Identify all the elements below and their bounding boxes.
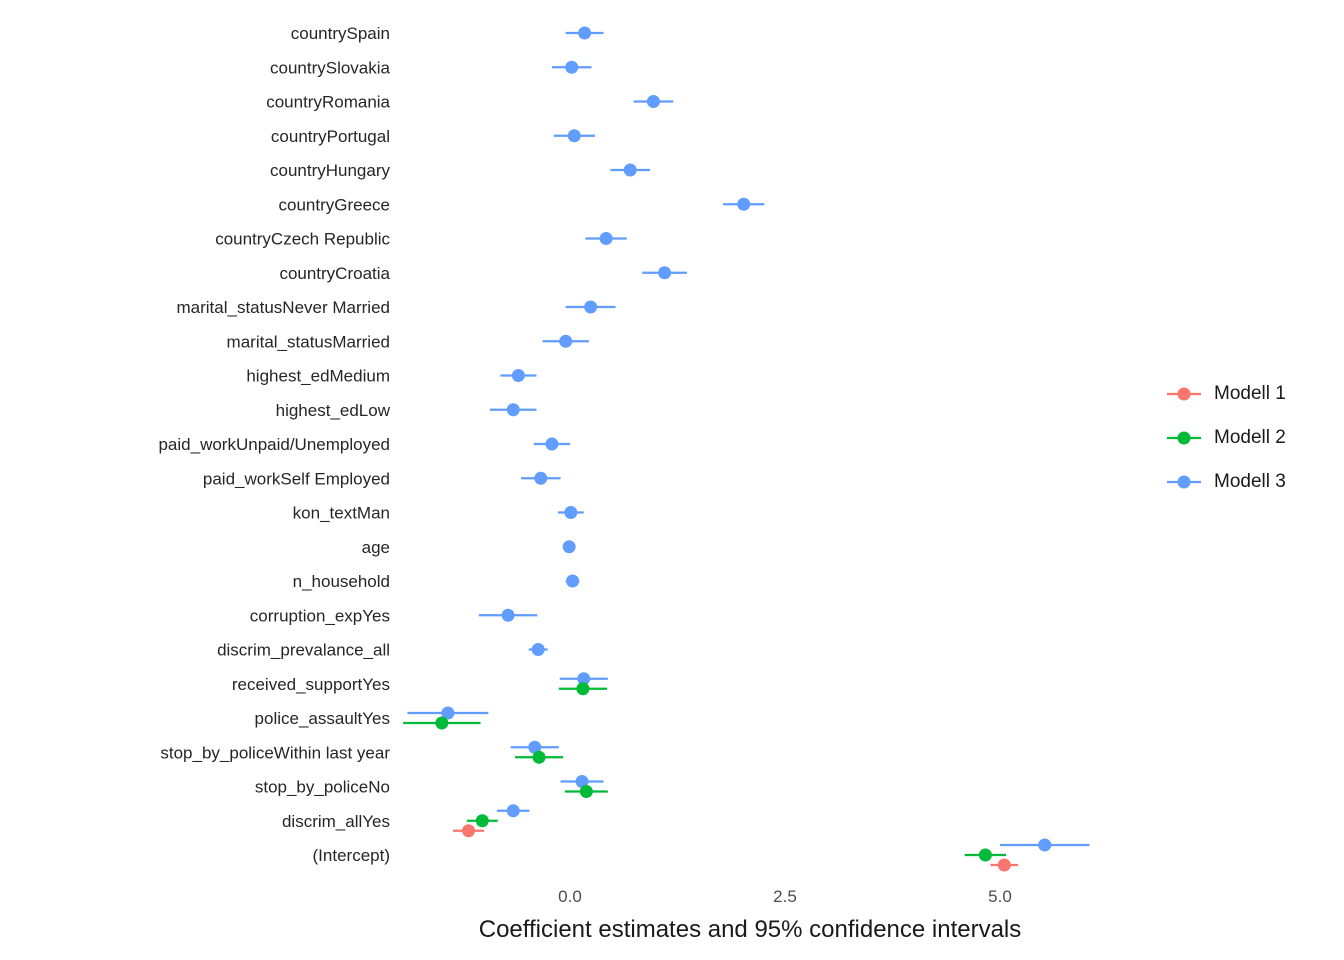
y-axis-label: received_supportYes (232, 675, 390, 694)
y-axis-label: countryCzech Republic (215, 230, 390, 249)
estimate-dot (997, 858, 1011, 872)
estimate-dot (584, 300, 598, 314)
estimate-dot (528, 740, 542, 754)
legend-item: Modell 1 (1163, 383, 1286, 405)
x-tick-label: 0.0 (558, 887, 582, 906)
estimate-dot (462, 824, 476, 838)
estimate-dot (475, 814, 489, 828)
estimate-dot (441, 706, 455, 720)
y-axis-label: countrySlovakia (270, 58, 391, 77)
estimate-dot (1038, 838, 1052, 852)
y-axis-label: highest_edLow (276, 401, 391, 420)
y-axis-label: countryCroatia (279, 264, 390, 283)
estimate-dot (559, 334, 573, 348)
legend-item: Modell 2 (1163, 427, 1286, 449)
legend-key-icon (1167, 387, 1201, 401)
y-axis-label: countryGreece (279, 195, 391, 214)
estimate-dot (545, 437, 559, 451)
y-axis-label: (Intercept) (313, 846, 390, 865)
y-axis-label: discrim_prevalance_all (217, 641, 390, 660)
y-axis-label: stop_by_policeNo (255, 778, 390, 797)
legend-label: Modell 1 (1214, 383, 1286, 404)
estimate-dot (564, 506, 578, 519)
estimate-dot (534, 471, 548, 485)
estimate-dot (566, 574, 580, 588)
y-axis-label: age (362, 538, 390, 557)
legend-key-icon (1167, 475, 1201, 489)
estimate-dot (506, 804, 520, 818)
y-axis-label: paid_workSelf Employed (203, 469, 390, 488)
estimate-dot (577, 672, 591, 686)
y-axis-label: discrim_allYes (282, 812, 390, 831)
estimate-dot (511, 369, 525, 382)
estimate-dot (579, 785, 593, 798)
estimate-dot (562, 540, 576, 554)
y-axis-label: marital_statusMarried (227, 332, 390, 351)
estimate-dot (576, 682, 590, 696)
estimate-dot (575, 775, 589, 788)
estimate-dot (646, 95, 660, 108)
y-axis-label: countryPortugal (271, 127, 390, 146)
y-axis-label: countryRomania (266, 93, 390, 112)
x-tick-label: 5.0 (988, 887, 1012, 906)
estimate-dot (737, 197, 751, 211)
estimate-dot (501, 608, 515, 622)
legend-item: Modell 3 (1163, 471, 1286, 493)
y-axis-label: paid_workUnpaid/Unemployed (158, 435, 390, 454)
y-axis-label: marital_statusNever Married (176, 298, 390, 317)
legend-key-icon (1167, 431, 1201, 445)
legend-label: Modell 2 (1214, 427, 1286, 448)
estimate-dot (978, 848, 992, 862)
estimate-dot (599, 232, 613, 245)
estimate-dot (567, 129, 581, 143)
estimate-dot (658, 266, 672, 280)
y-axis-label: countrySpain (291, 24, 390, 43)
x-tick-label: 2.5 (773, 887, 797, 906)
legend: Modell 1 Modell 2 Modell 3 (1163, 383, 1286, 493)
y-axis-label: highest_edMedium (246, 367, 390, 386)
estimate-dot (532, 750, 546, 764)
estimate-dot (531, 643, 545, 656)
y-axis-label: kon_textMan (293, 504, 390, 523)
y-axis-label: countryHungary (270, 161, 391, 180)
legend-label: Modell 3 (1214, 471, 1286, 492)
estimate-dot (578, 26, 592, 40)
estimate-dot (506, 403, 520, 417)
y-axis-label: police_assaultYes (255, 709, 390, 728)
x-axis-title: Coefficient estimates and 95% confidence… (478, 916, 1022, 943)
estimate-dot (565, 60, 579, 74)
estimate-dot (623, 163, 637, 177)
estimate-dot (435, 716, 449, 730)
y-axis-label: n_household (293, 572, 390, 591)
y-axis-label: corruption_expYes (250, 606, 390, 625)
y-axis-label: stop_by_policeWithin last year (160, 743, 390, 762)
